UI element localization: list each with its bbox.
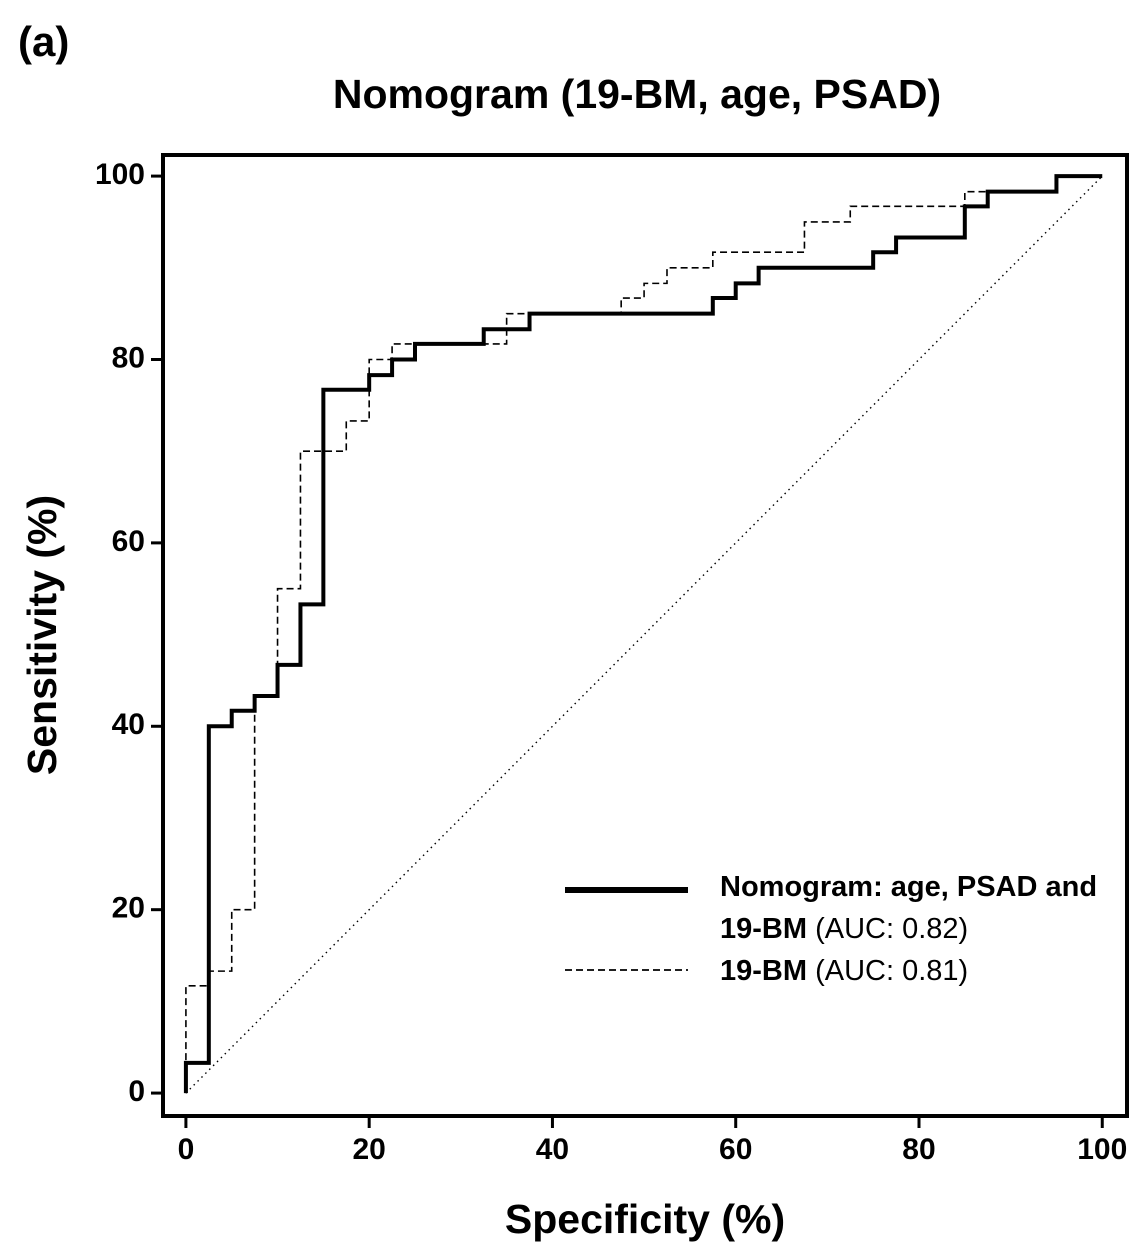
- legend-auc: (AUC: 0.82): [815, 913, 969, 945]
- x-tick-label: 40: [536, 1133, 569, 1166]
- y-axis-label: Sensitivity (%): [19, 495, 65, 775]
- legend-entry: Nomogram: age, PSAD and 19-BM (AUC: 0.82…: [720, 866, 1100, 950]
- legend-label: 19-BM: [720, 955, 808, 987]
- plot-frame: [161, 153, 1129, 1118]
- legend-label: Nomogram: age, PSAD and 19-BM: [720, 871, 1098, 945]
- y-tick-label: 60: [112, 525, 145, 558]
- y-tick-label: 0: [128, 1075, 145, 1108]
- legend-entry: 19-BM (AUC: 0.81): [720, 950, 1100, 992]
- y-tick-label: 40: [112, 708, 145, 741]
- x-tick-label: 0: [178, 1133, 195, 1166]
- x-axis-label: Specificity (%): [505, 1196, 785, 1242]
- x-tick-label: 20: [352, 1133, 385, 1166]
- chart-title: Nomogram (19-BM, age, PSAD): [333, 71, 941, 117]
- y-tick-label: 20: [112, 892, 145, 925]
- x-tick-label: 80: [902, 1133, 935, 1166]
- y-tick-label: 100: [95, 158, 145, 191]
- x-tick-label: 60: [719, 1133, 752, 1166]
- legend-auc: (AUC: 0.81): [815, 955, 969, 987]
- panel-label: (a): [18, 18, 69, 65]
- roc-curve: [185, 175, 1103, 1094]
- x-tick-label: 100: [1077, 1133, 1127, 1166]
- y-tick-label: 80: [112, 341, 145, 374]
